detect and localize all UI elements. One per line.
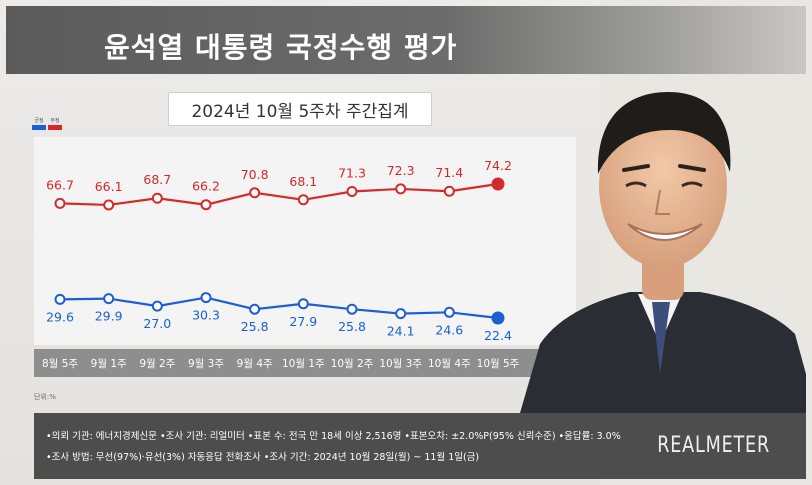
data-label-positive: 29.9 [95, 309, 123, 324]
legend-item-positive: 긍정 [32, 118, 46, 130]
data-point-positive [491, 311, 505, 325]
data-point-negative [54, 197, 66, 209]
data-label-positive: 27.9 [289, 314, 317, 329]
data-label-negative: 68.1 [289, 174, 317, 189]
data-label-positive: 30.3 [192, 308, 220, 323]
data-point-positive [346, 303, 358, 315]
data-point-negative [151, 192, 163, 204]
data-label-positive: 27.0 [143, 316, 171, 331]
legend-item-negative: 부정 [48, 118, 62, 130]
x-tick-label: 10월 2주 [331, 358, 374, 370]
legend-label-positive: 긍정 [34, 118, 44, 124]
data-label-positive: 29.6 [46, 309, 74, 324]
page-title: 윤석열 대통령 국정수행 평가 [104, 31, 458, 64]
x-tick-label: 10월 1주 [282, 358, 325, 370]
legend-label-negative: 부정 [50, 118, 60, 124]
data-label-negative: 74.2 [484, 158, 512, 173]
data-point-positive [443, 306, 455, 318]
x-tick-label: 10월 4주 [428, 358, 471, 370]
x-axis-band [34, 349, 576, 377]
data-point-positive [395, 308, 407, 320]
unit-label: 단위:% [34, 393, 56, 401]
data-label-negative: 72.3 [387, 163, 415, 178]
series-line-positive [59, 296, 499, 320]
x-tick-label: 9월 1주 [91, 358, 127, 370]
data-label-positive: 24.6 [435, 322, 463, 337]
president-portrait-icon [520, 92, 806, 413]
data-point-negative [395, 183, 407, 195]
data-point-positive [54, 293, 66, 305]
data-label-negative: 66.1 [95, 179, 123, 194]
x-tick-label: 9월 3주 [188, 358, 224, 370]
series-line-negative [59, 182, 499, 207]
data-point-positive [103, 293, 115, 305]
data-label-positive: 24.1 [387, 324, 415, 339]
x-tick-label: 10월 5주 [477, 358, 520, 370]
data-point-positive [249, 303, 261, 315]
legend-swatch-positive [32, 125, 46, 130]
data-point-negative [249, 187, 261, 199]
data-label-negative: 66.7 [46, 177, 74, 192]
x-tick-label: 8월 5주 [42, 358, 78, 370]
realmeter-logo: REALMETER [657, 433, 770, 458]
header-banner: 윤석열 대통령 국정수행 평가 [6, 6, 806, 74]
data-label-positive: 25.8 [241, 319, 269, 334]
data-point-negative [200, 199, 212, 211]
survey-info-line-2: •조사 방법: 무선(97%)·유선(3%) 자동응답 전화조사 •조사 기간:… [46, 452, 480, 463]
x-tick-label: 9월 2주 [139, 358, 175, 370]
data-point-positive [297, 298, 309, 310]
legend-swatch-negative [48, 125, 62, 130]
data-point-positive [151, 300, 163, 312]
data-label-positive: 25.8 [338, 319, 366, 334]
data-point-negative [491, 177, 505, 191]
data-point-negative [443, 185, 455, 197]
data-point-positive [200, 292, 212, 304]
x-tick-label: 9월 4주 [237, 358, 273, 370]
period-label: 2024년 10월 5주차 주간집계 [168, 92, 432, 126]
data-point-negative [103, 199, 115, 211]
data-label-positive: 22.4 [484, 328, 512, 343]
data-point-negative [346, 186, 358, 198]
survey-info-line-1: •의뢰 기관: 에너지경제신문 •조사 기관: 리얼미터 •표본 수: 전국 만… [46, 431, 621, 442]
survey-info-footer: •의뢰 기관: 에너지경제신문 •조사 기관: 리얼미터 •표본 수: 전국 만… [34, 413, 806, 479]
data-point-negative [297, 194, 309, 206]
x-tick-label: 10월 3주 [379, 358, 422, 370]
data-label-negative: 71.3 [338, 166, 366, 181]
data-label-negative: 71.4 [435, 165, 463, 180]
data-label-negative: 68.7 [143, 172, 171, 187]
data-label-negative: 70.8 [241, 167, 269, 182]
plot-area [34, 137, 576, 345]
data-label-negative: 66.2 [192, 179, 220, 194]
